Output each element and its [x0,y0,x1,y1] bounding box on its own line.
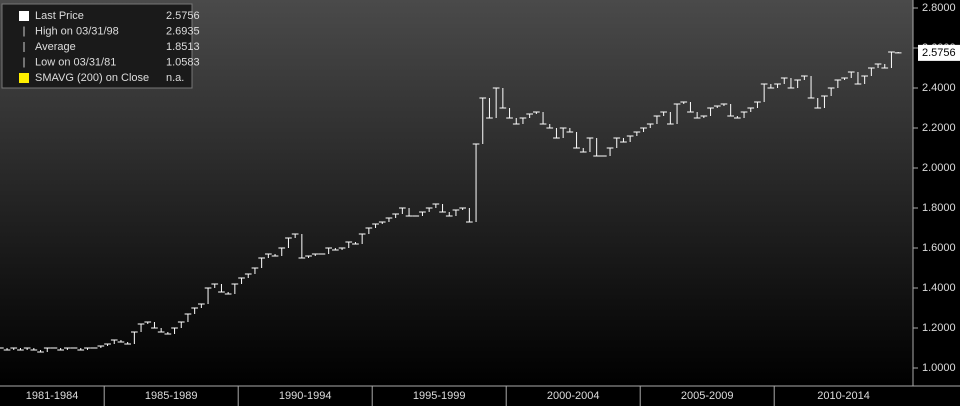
legend-label: Last Price [35,10,84,22]
x-tick-label: 2005-2009 [681,390,734,402]
x-tick-label: 1990-1994 [279,390,332,402]
legend-label: Average [35,41,76,53]
x-tick-label: 2010-2014 [817,390,870,402]
legend-value: 2.6935 [166,25,200,37]
legend [1,3,193,89]
legend-label: SMAVG (200) on Close [35,72,149,84]
y-tick-label: 1.4000 [922,282,956,294]
y-tick-label: 1.0000 [922,362,956,374]
y-tick-label: 2.8000 [922,2,956,14]
legend-value: n.a. [166,72,184,84]
y-tick-label: 2.4000 [922,82,956,94]
legend-value: 1.8513 [166,41,200,53]
x-tick-label: 1995-1999 [413,390,466,402]
legend-label: High on 03/31/98 [35,25,119,37]
legend-swatch [19,73,29,83]
x-tick-label: 1985-1989 [145,390,198,402]
legend-value: 2.5756 [166,10,200,22]
legend-swatch [19,11,29,21]
last-price-box [918,44,960,61]
x-tick-label: 2000-2004 [547,390,600,402]
x-tick-label: 1981-1984 [26,390,79,402]
y-tick-label: 1.8000 [922,202,956,214]
legend-label: Low on 03/31/81 [35,56,116,68]
legend-value: 1.0583 [166,56,200,68]
y-tick-label: 2.0000 [922,162,956,174]
y-tick-label: 1.6000 [922,242,956,254]
last-price-label: 2.5756 [922,47,956,59]
y-tick-label: 2.2000 [922,122,956,134]
y-tick-label: 1.2000 [922,322,956,334]
